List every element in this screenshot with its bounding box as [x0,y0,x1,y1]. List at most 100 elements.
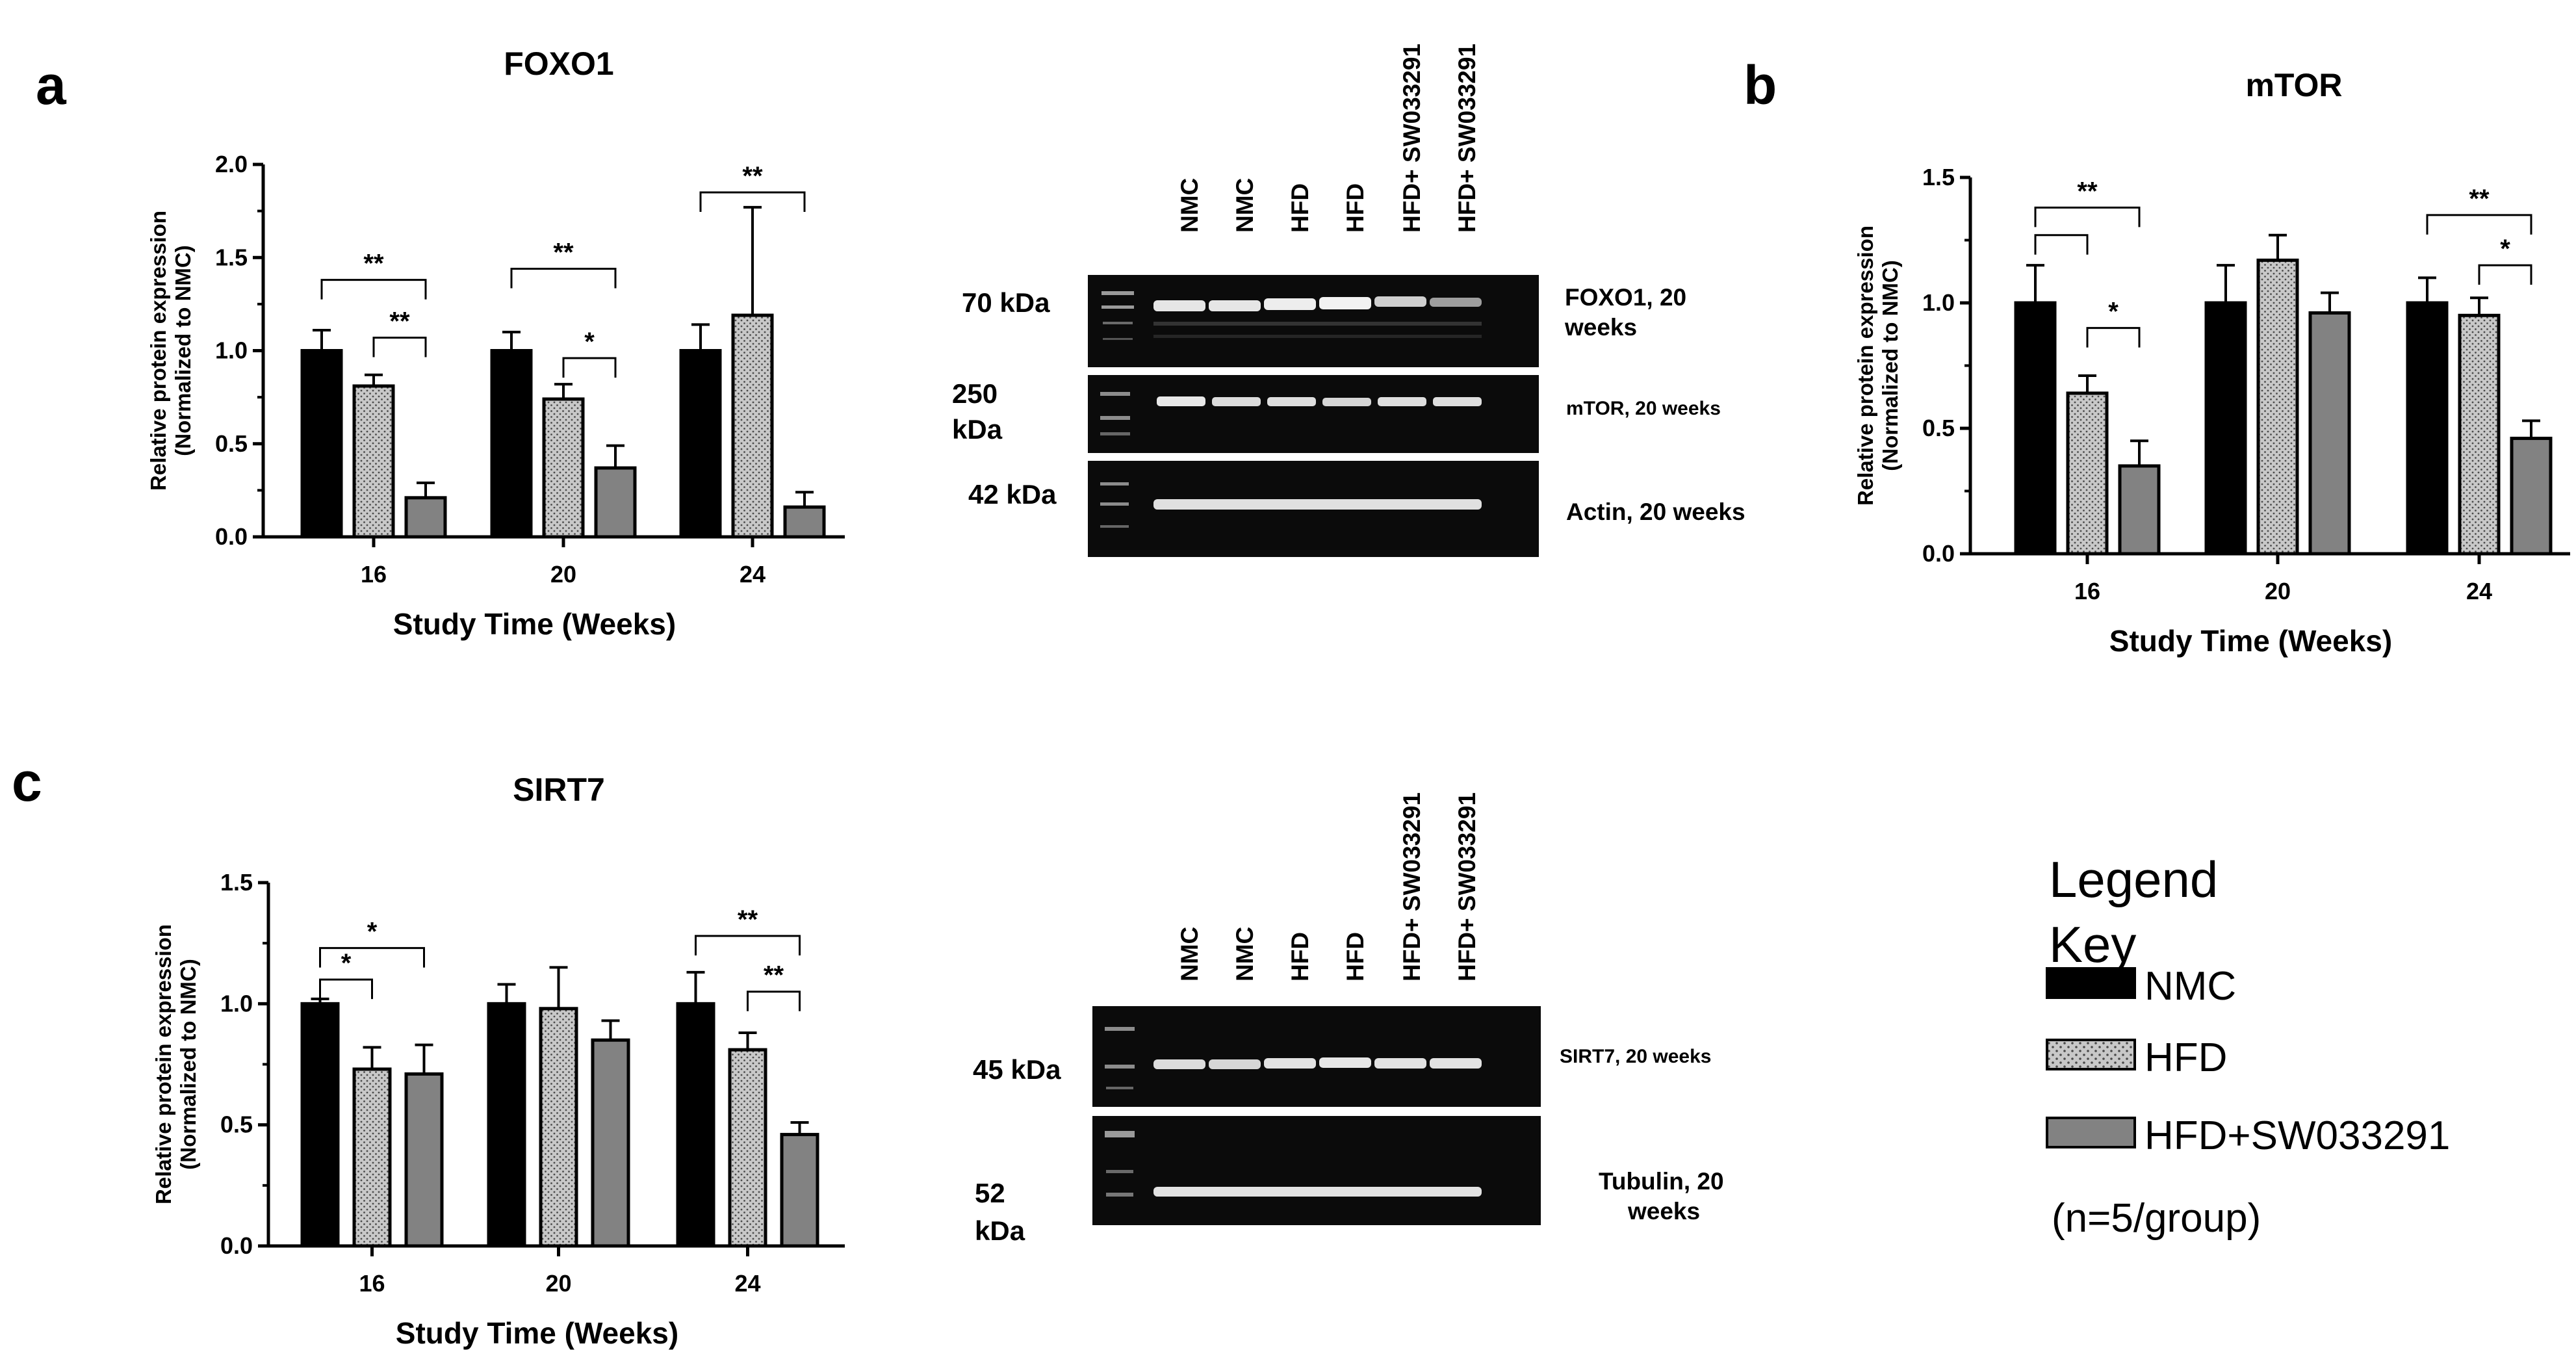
panel-letter-b: b [1744,55,1777,116]
x-tick-label: 20 [2265,578,2291,604]
bar-nmc [2406,301,2449,556]
x-axis-label: Study Time (Weeks) [2109,624,2392,658]
significance-bracket [2478,264,2532,285]
legend-note: (n=5/group) [2052,1196,2261,1241]
bar-nmc [300,349,343,539]
bar-hfd-sw033291 [780,1133,819,1248]
bar-hfd-sw033291 [594,466,637,539]
ladder-bands [1100,482,1129,528]
x-tick-label: 20 [545,1270,571,1297]
bar-hfd-sw033291 [404,1072,444,1248]
lane-label: HFD [1287,183,1313,233]
bar-nmc [676,1002,715,1248]
significance-label: * [341,949,352,978]
blot-strip-foxo1 [1088,275,1539,367]
significance-bracket [2086,327,2141,348]
significance-bracket [2034,206,2141,227]
significance-label: * [584,328,595,356]
legend-label: NMC [2145,964,2236,1009]
lane-label: HFD+ SW033291 [1398,44,1425,233]
chart-foxo1: FOXO1 0.0 0.5 1.0 1.5 2.0 Relative protein exp… [146,45,845,641]
bar-hfd-sw033291 [2308,311,2351,556]
bar-nmc [2014,301,2057,556]
significance-bracket [319,947,425,968]
significance-label: * [2500,235,2510,263]
bar-hfd [2256,258,2299,556]
ladder-bands [1105,1027,1135,1089]
lane-label: HFD [1342,932,1369,981]
y-tick-label: 0.5 [215,430,248,457]
legend-swatch-hfd [2046,1039,2136,1070]
bar-hfd [352,1067,392,1248]
significance-bracket [699,191,806,212]
blot-label: Actin, 20 weeks [1566,499,1745,525]
bar-nmc [300,1002,340,1248]
bar-hfd-sw033291 [591,1038,630,1248]
significance-bracket [510,267,617,289]
western-blot-2: NMC NMC HFD HFD HFD+ SW033291 HFD+ SW033… [973,792,1724,1246]
legend: Legend Key NMC HFD HFD+SW033291 (n=5/grou… [2046,851,2450,1241]
y-tick-label: 0.5 [220,1111,253,1138]
significance-bracket [319,978,373,1000]
bar-nmc [487,1002,526,1248]
lane-label: HFD+ SW033291 [1454,44,1480,233]
significance-bracket [372,336,427,357]
ladder-bands [1105,1131,1135,1197]
significance-label: ** [738,905,758,934]
y-tick-label: 2.0 [215,151,248,177]
y-tick-label: 0.5 [1922,415,1955,441]
legend-label: HFD [2145,1035,2227,1080]
chart-title: mTOR [2245,67,2342,103]
bar-hfd [352,384,395,539]
ladder-bands [1101,291,1134,340]
significance-label: ** [553,238,574,266]
panel-letter-c: c [12,751,42,812]
panel-letter-a: a [36,55,67,116]
bar-hfd [539,1007,578,1248]
significance-bracket [2034,234,2089,255]
bar-nmc [2204,301,2247,556]
x-axis-label: Study Time (Weeks) [393,607,676,641]
legend-title: Legend Key [2049,851,2218,973]
bar-hfd-sw033291 [404,496,447,539]
x-axis-label: Study Time (Weeks) [396,1316,678,1350]
bar-hfd [2458,313,2501,556]
kda-label: 42 kDa [968,479,1057,510]
significance-bracket [562,357,617,378]
significance-bracket [747,991,801,1011]
significance-bracket [2426,214,2532,235]
kda-label: 70 kDa [962,287,1050,318]
significance-label: * [2108,298,2119,326]
kda-label: 45 kDa [973,1054,1061,1085]
bar-hfd-sw033291 [783,505,826,539]
x-tick-label: 16 [2074,578,2100,604]
x-tick-label: 16 [359,1270,385,1297]
blot-strip-tubulin [1092,1116,1541,1225]
significance-label: ** [389,307,410,335]
blot-strip-sirt7 [1092,1006,1541,1107]
blot-label-text: FOXO1, 20 weeks [1564,284,1686,341]
x-tick-label: 24 [734,1270,760,1297]
protein-bands-mtor [1157,396,1482,406]
bar-nmc [490,349,533,539]
lane-label: NMC [1231,927,1258,981]
y-axis-label: Relative protein expression(Normalized t… [1853,226,1902,506]
protein-bands-tubulin [1153,1187,1482,1197]
bar-hfd [2066,391,2109,556]
significance-label: * [367,918,378,946]
x-tick-label: 24 [740,561,766,588]
chart-mtor: mTOR 0.0 0.5 1.0 1.5 Relative protein express… [1853,67,2570,658]
chart-sirt7: SIRT7 0.0 0.5 1.0 1.5 Relative protein expres… [151,771,845,1350]
bar-hfd [731,313,774,539]
kda-label: 250 kDa [952,378,1003,445]
western-blot-1: NMC NMC HFD HFD HFD+ SW033291 HFD+ SW033… [952,44,1745,557]
y-tick-label: 0.0 [1922,540,1955,567]
ladder-bands [1100,392,1130,435]
blot-label: SIRT7, 20 weeks [1560,1046,1711,1067]
bar-hfd [728,1048,767,1248]
y-tick-label: 0.0 [220,1232,253,1259]
blot-label: mTOR, 20 weeks [1566,398,1721,419]
legend-swatch-hfd-sw033291 [2046,1117,2136,1148]
protein-bands-foxo1 [1153,296,1482,338]
significance-bracket [320,279,427,300]
